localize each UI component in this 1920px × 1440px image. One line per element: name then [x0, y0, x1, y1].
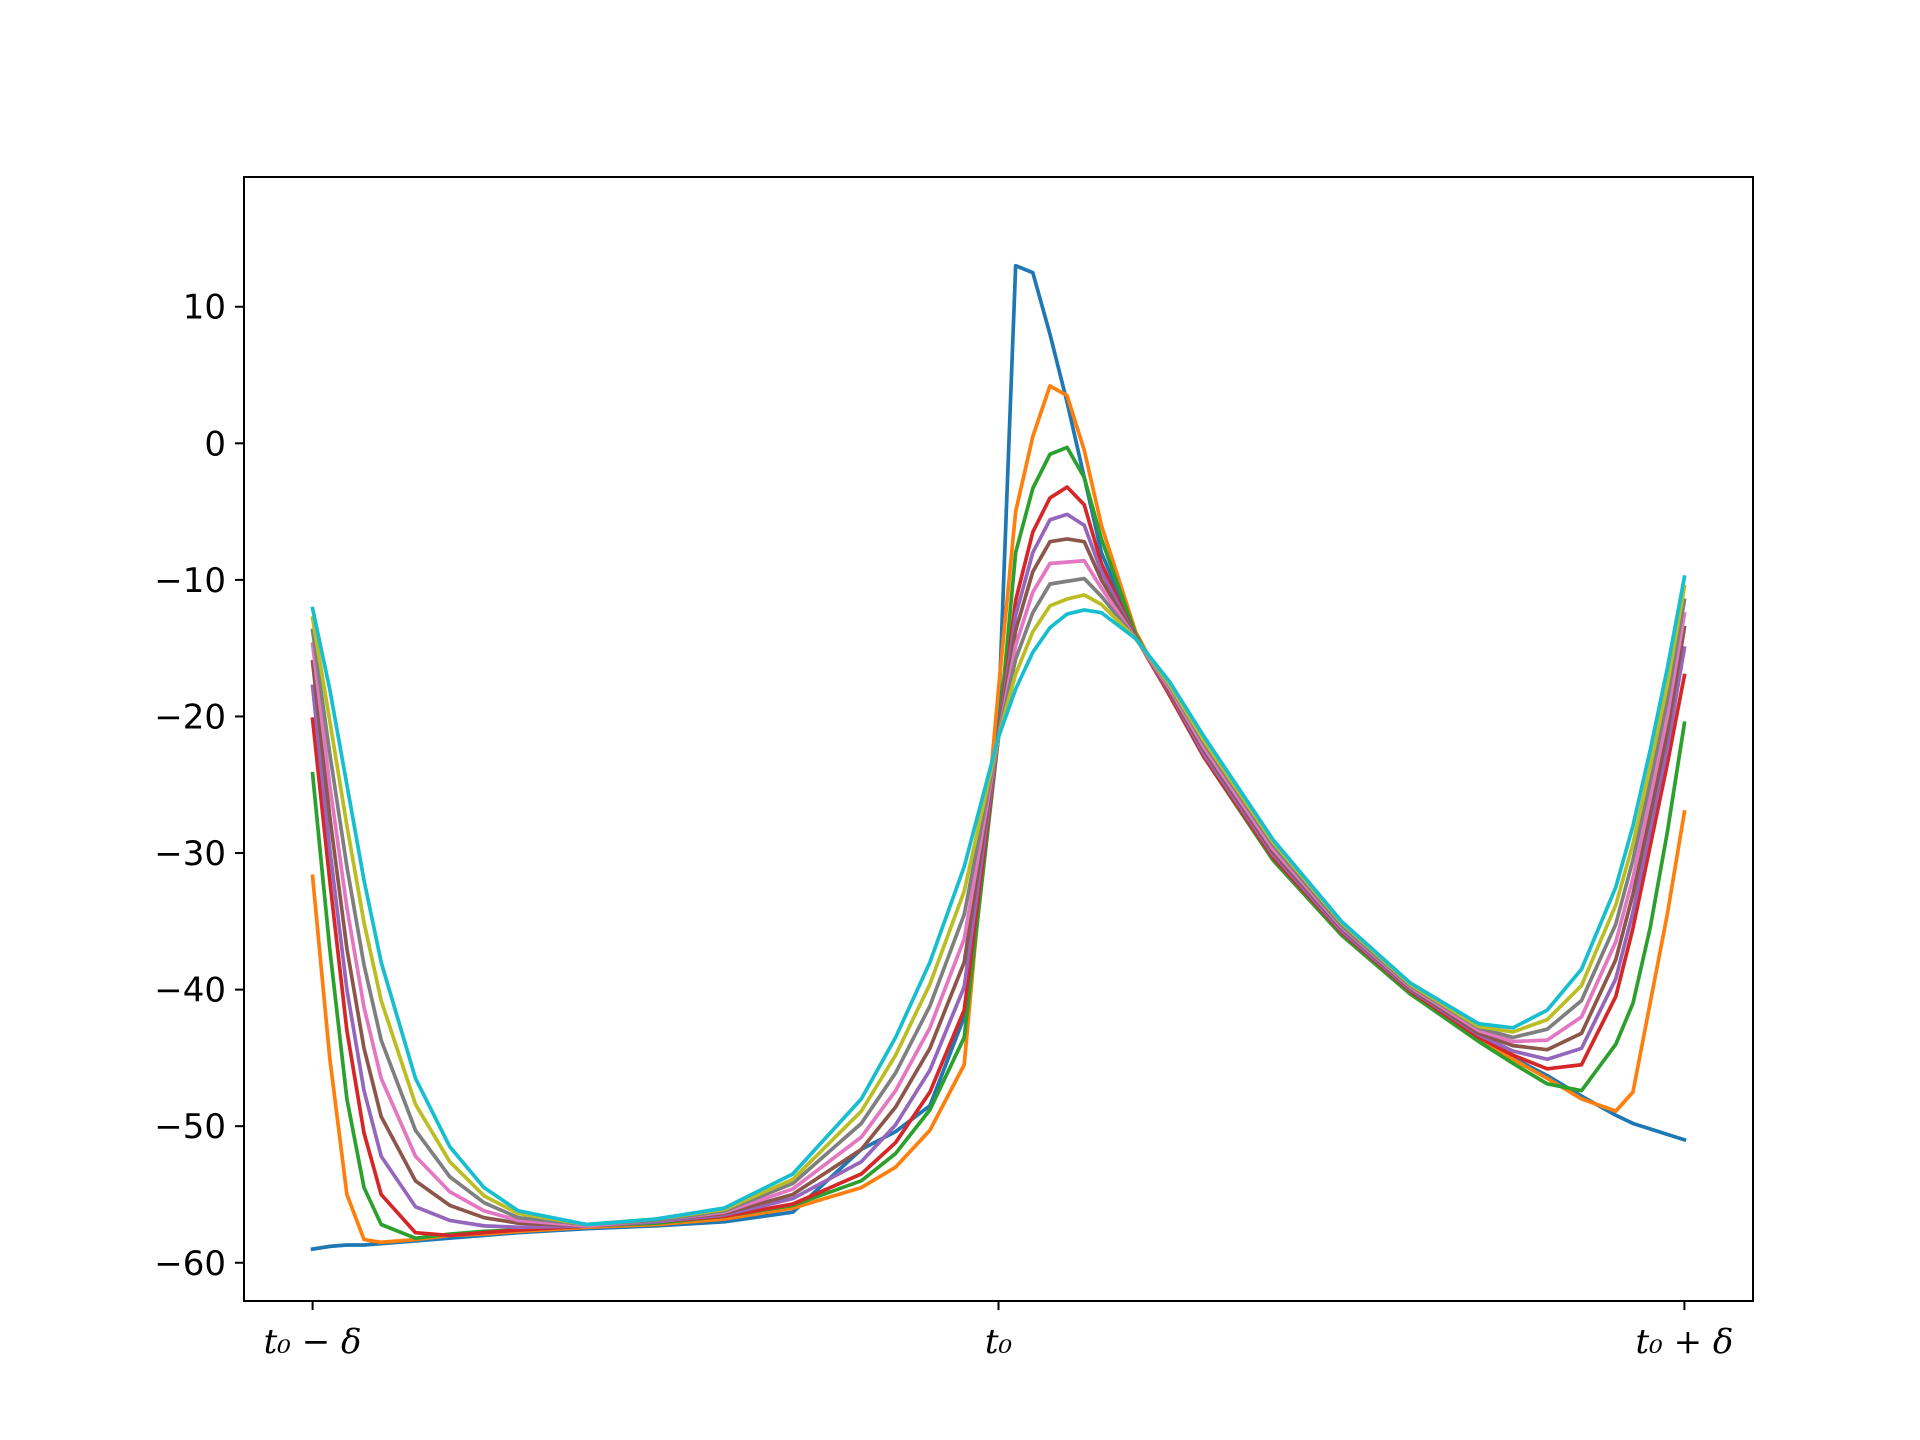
x-tick-label: t₀	[985, 1322, 1013, 1362]
plot-frame	[243, 176, 1754, 1302]
y-tick-label: −20	[154, 697, 226, 737]
series-line	[310, 576, 1687, 1227]
y-tick-label: −10	[154, 561, 226, 601]
y-tick-label: −30	[154, 834, 226, 874]
series-line	[310, 263, 1687, 1252]
y-tick-label: 10	[183, 288, 226, 328]
series-line	[310, 575, 1687, 1227]
y-tick-label: −60	[154, 1244, 226, 1284]
x-tick-label: t₀ − δ	[264, 1322, 362, 1362]
series-line	[310, 485, 1687, 1238]
series-line	[310, 512, 1687, 1230]
series-line	[310, 584, 1687, 1227]
series-line	[310, 558, 1687, 1228]
y-tick-label: −50	[154, 1107, 226, 1147]
y-tick-label: −40	[154, 971, 226, 1011]
series-line	[310, 537, 1687, 1228]
y-tick-label: 0	[204, 424, 226, 464]
x-tick-label: t₀ + δ	[1635, 1322, 1733, 1362]
